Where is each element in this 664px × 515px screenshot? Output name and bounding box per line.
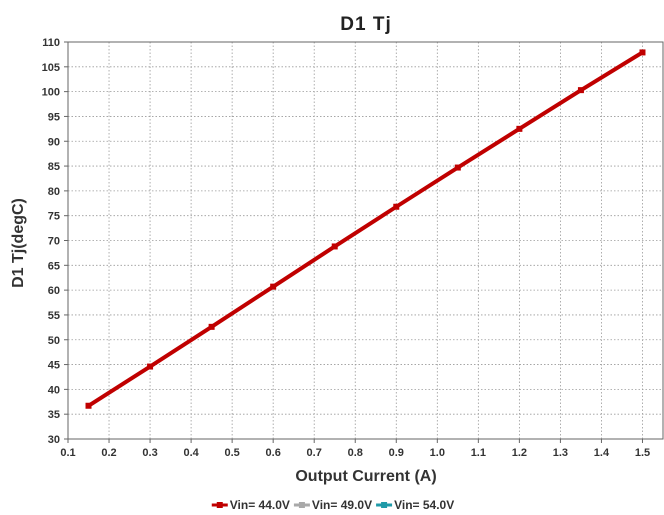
legend-item: Vin= 44.0V	[211, 498, 290, 512]
legend-item: Vin= 49.0V	[293, 498, 372, 512]
x-tick-label: 0.1	[60, 447, 75, 459]
data-point	[147, 363, 154, 370]
legend-marker	[381, 502, 388, 508]
legend-label: Vin= 54.0V	[394, 498, 454, 512]
x-axis: 0.1 0.2 0.3 0.4 0.5 0.6 0.7 0.8 0.9 1.0 1.1 1.2 1.3 1…	[60, 439, 650, 459]
y-tick-label: 60	[48, 285, 60, 297]
x-tick-label: 0.6	[266, 447, 281, 459]
data-point	[454, 164, 461, 171]
legend: Vin= 44.0V Vin= 49.0V Vin= 54.0V	[211, 498, 454, 512]
y-tick-label: 30	[48, 434, 60, 446]
x-tick-label: 0.2	[101, 447, 116, 459]
y-tick-label: 90	[48, 136, 60, 148]
legend-label: Vin= 44.0V	[230, 498, 290, 512]
data-point	[270, 283, 277, 290]
chart-title: D1 Tj	[340, 14, 391, 35]
data-point	[208, 323, 215, 330]
data-point	[639, 49, 646, 56]
x-tick-label: 0.8	[348, 447, 363, 459]
y-tick-label: 110	[42, 37, 60, 49]
x-tick-label: 1.5	[635, 447, 650, 459]
y-tick-label: 35	[48, 409, 60, 421]
grid	[68, 41, 663, 439]
y-tick-label: 95	[48, 111, 60, 123]
y-tick-label: 45	[48, 360, 60, 372]
y-tick-label: 100	[42, 87, 60, 99]
x-tick-label: 0.7	[307, 447, 322, 459]
y-tick-label: 65	[48, 260, 60, 272]
data-point	[577, 87, 584, 94]
x-tick-label: 0.4	[183, 447, 199, 459]
data-point	[331, 243, 338, 250]
x-tick-label: 0.9	[389, 447, 404, 459]
y-tick-label: 80	[48, 186, 60, 198]
y-axis-title: D1 Tj(degC)	[10, 198, 27, 288]
x-tick-label: 1.0	[430, 447, 445, 459]
y-tick-label: 40	[48, 384, 60, 396]
legend-marker	[216, 502, 223, 508]
y-tick-label: 75	[48, 211, 60, 223]
series-layer	[85, 49, 646, 409]
legend-label: Vin= 49.0V	[312, 498, 372, 512]
series-line	[87, 50, 644, 408]
y-tick-label: 70	[48, 236, 60, 248]
y-axis: 30 35 40 45 50 55 60 65 70 75 80 85 90 95 100 105 110	[42, 37, 68, 446]
x-tick-label: 1.2	[512, 447, 527, 459]
x-tick-label: 1.4	[594, 447, 610, 459]
x-tick-label: 0.5	[224, 447, 239, 459]
x-tick-label: 1.3	[553, 447, 568, 459]
y-tick-label: 105	[42, 62, 60, 74]
legend-item: Vin= 54.0V	[376, 498, 454, 512]
data-point	[516, 125, 523, 132]
x-axis-title: Output Current (A)	[295, 468, 436, 485]
y-tick-label: 85	[48, 161, 60, 173]
y-tick-label: 55	[48, 310, 60, 322]
legend-marker	[298, 502, 305, 508]
y-tick-label: 50	[48, 335, 60, 347]
data-point	[85, 402, 92, 409]
x-tick-label: 0.3	[142, 447, 157, 459]
x-tick-label: 1.1	[471, 447, 486, 459]
data-point	[393, 203, 400, 210]
